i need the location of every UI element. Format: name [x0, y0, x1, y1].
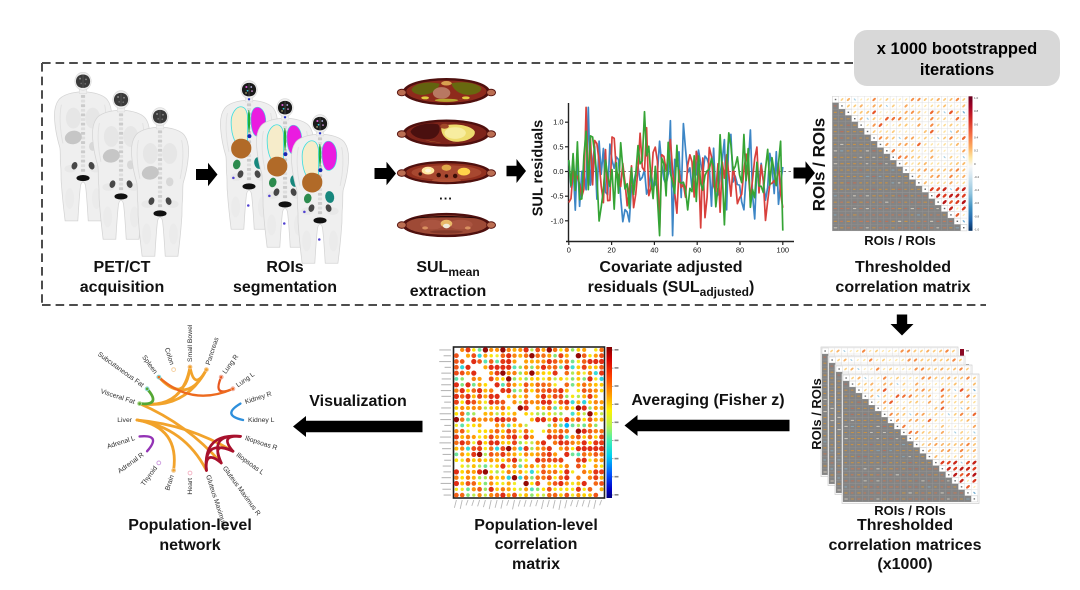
svg-text:-0.5: -0.5	[551, 192, 564, 201]
svg-text:0.2: 0.2	[974, 149, 979, 153]
svg-text:-0.8: -0.8	[974, 214, 980, 218]
svg-text:-0.2: -0.2	[974, 175, 980, 179]
svg-text:Heart: Heart	[187, 478, 194, 495]
svg-text:0.6: 0.6	[974, 122, 979, 126]
svg-text:0: 0	[974, 162, 976, 166]
svg-text:-1.0: -1.0	[551, 216, 564, 225]
svg-text:0.0: 0.0	[553, 167, 563, 176]
svg-text:-1.0: -1.0	[974, 228, 980, 232]
svg-text:ROIs / ROIs: ROIs / ROIs	[874, 503, 946, 518]
svg-text:SUL residuals: SUL residuals	[531, 120, 547, 216]
svg-text:100: 100	[777, 246, 790, 255]
svg-text:0: 0	[567, 246, 571, 255]
svg-text:Brain: Brain	[164, 474, 176, 491]
svg-text:Liver: Liver	[117, 417, 132, 424]
svg-text:40: 40	[650, 246, 658, 255]
svg-text:20: 20	[607, 246, 615, 255]
svg-text:1.0: 1.0	[553, 118, 563, 127]
svg-text:60: 60	[693, 246, 701, 255]
svg-text:ROIs / ROIs: ROIs / ROIs	[809, 378, 824, 450]
svg-text:80: 80	[736, 246, 744, 255]
svg-text:ROIs / ROIs: ROIs / ROIs	[864, 233, 936, 248]
svg-text:Kidney L: Kidney L	[248, 417, 275, 424]
svg-text:0.5: 0.5	[553, 142, 563, 151]
svg-text:0.4: 0.4	[974, 135, 979, 139]
svg-text:-0.6: -0.6	[974, 201, 980, 205]
svg-text:...: ...	[439, 188, 453, 203]
svg-text:ROIs / ROIs: ROIs / ROIs	[810, 118, 829, 212]
svg-text:1.0: 1.0	[974, 96, 979, 100]
svg-text:Small Bowel: Small Bowel	[187, 324, 194, 362]
svg-text:0.8: 0.8	[974, 109, 979, 113]
svg-text:-0.4: -0.4	[974, 188, 980, 192]
